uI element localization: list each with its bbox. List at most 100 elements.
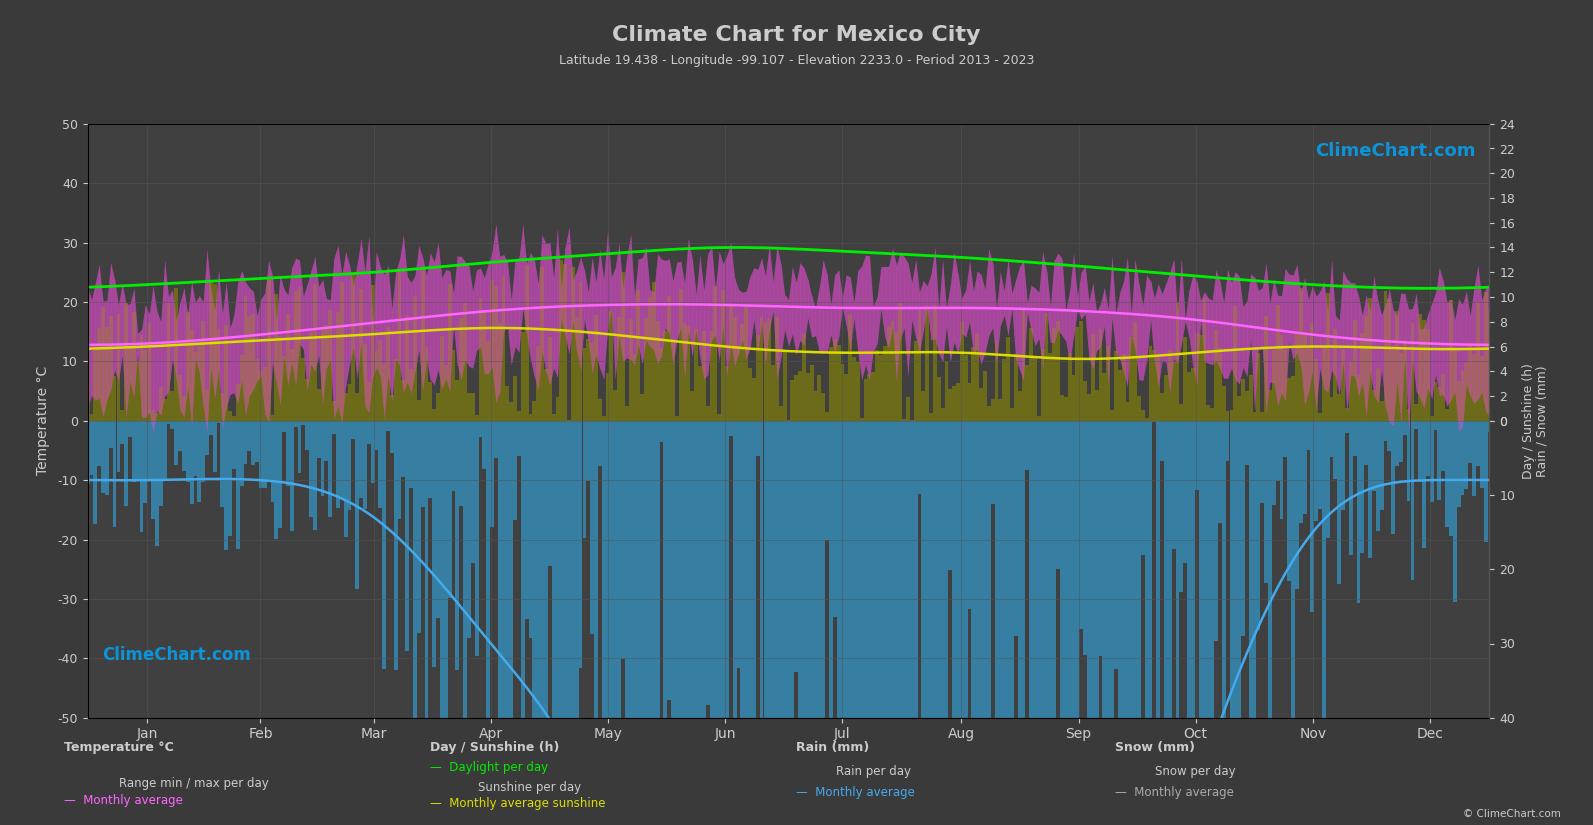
Bar <box>467 421 472 638</box>
Bar <box>236 384 239 421</box>
Bar <box>86 299 89 421</box>
Bar <box>1172 361 1176 421</box>
Bar <box>100 307 105 421</box>
Bar <box>1179 421 1184 592</box>
Bar <box>1287 378 1290 421</box>
Bar <box>274 421 279 540</box>
Bar <box>871 421 875 825</box>
Bar <box>472 393 475 421</box>
Bar <box>605 421 610 738</box>
Bar <box>914 341 918 421</box>
Bar <box>205 421 209 455</box>
Bar <box>1284 421 1287 457</box>
Bar <box>822 393 825 421</box>
Y-axis label: Day / Sunshine (h): Day / Sunshine (h) <box>1521 363 1536 478</box>
Text: Snow per day: Snow per day <box>1155 765 1236 778</box>
Bar <box>814 391 817 421</box>
Bar <box>1225 411 1230 421</box>
Bar <box>948 389 953 421</box>
Bar <box>1106 346 1110 421</box>
Bar <box>382 365 386 421</box>
Bar <box>887 421 890 723</box>
Bar <box>1083 421 1086 655</box>
Bar <box>266 421 271 481</box>
Bar <box>855 362 860 421</box>
Bar <box>722 421 725 825</box>
Y-axis label: Temperature °C: Temperature °C <box>37 366 51 475</box>
Bar <box>632 421 637 804</box>
Bar <box>570 267 575 421</box>
Bar <box>151 410 155 421</box>
Bar <box>1233 421 1238 773</box>
Bar <box>578 421 583 668</box>
Bar <box>209 281 213 421</box>
Bar <box>478 421 483 437</box>
Text: Rain per day: Rain per day <box>836 765 911 778</box>
Bar <box>1149 346 1152 421</box>
Bar <box>398 271 401 421</box>
Bar <box>1352 421 1357 455</box>
Bar <box>513 375 518 421</box>
Bar <box>1410 323 1415 421</box>
Bar <box>679 421 683 825</box>
Bar <box>736 346 741 421</box>
Bar <box>809 421 814 825</box>
Bar <box>228 411 233 421</box>
Bar <box>290 421 293 530</box>
Bar <box>722 290 725 421</box>
Bar <box>1126 421 1129 825</box>
Bar <box>247 316 252 421</box>
Bar <box>1453 349 1456 421</box>
Bar <box>894 421 898 825</box>
Bar <box>945 421 948 825</box>
Bar <box>1437 421 1442 500</box>
Bar <box>1249 375 1252 421</box>
Bar <box>730 305 733 421</box>
Bar <box>910 420 914 421</box>
Bar <box>147 323 151 421</box>
Bar <box>328 421 333 516</box>
Bar <box>1080 321 1083 421</box>
Bar <box>491 280 494 421</box>
Bar <box>352 274 355 421</box>
Bar <box>825 421 828 540</box>
Text: ClimeChart.com: ClimeChart.com <box>102 647 250 664</box>
Bar <box>1160 421 1164 461</box>
Bar <box>1203 421 1206 825</box>
Bar <box>483 421 486 469</box>
Bar <box>393 421 398 671</box>
Bar <box>1133 322 1137 421</box>
Bar <box>556 421 559 745</box>
Bar <box>994 421 999 825</box>
Bar <box>1184 337 1187 421</box>
Bar <box>233 421 236 469</box>
Bar <box>1075 328 1080 421</box>
Bar <box>182 396 186 421</box>
Bar <box>279 336 282 421</box>
Bar <box>1219 421 1222 522</box>
Bar <box>703 332 706 421</box>
Bar <box>1114 421 1118 668</box>
Bar <box>597 421 602 466</box>
Bar <box>817 375 822 421</box>
Bar <box>875 350 879 421</box>
Bar <box>663 421 667 825</box>
Bar <box>648 297 652 421</box>
Bar <box>124 303 127 421</box>
Bar <box>1338 421 1341 584</box>
Bar <box>1437 387 1442 421</box>
Bar <box>594 315 597 421</box>
Bar <box>108 421 113 449</box>
Bar <box>1137 421 1141 825</box>
Bar <box>186 421 190 482</box>
Bar <box>201 321 205 421</box>
Bar <box>282 356 287 421</box>
Bar <box>290 349 293 421</box>
Bar <box>1480 421 1483 488</box>
Text: —  Monthly average: — Monthly average <box>796 786 916 799</box>
Bar <box>1013 355 1018 421</box>
Bar <box>1021 309 1026 421</box>
Bar <box>1260 412 1265 421</box>
Bar <box>1080 421 1083 629</box>
Bar <box>779 421 782 737</box>
